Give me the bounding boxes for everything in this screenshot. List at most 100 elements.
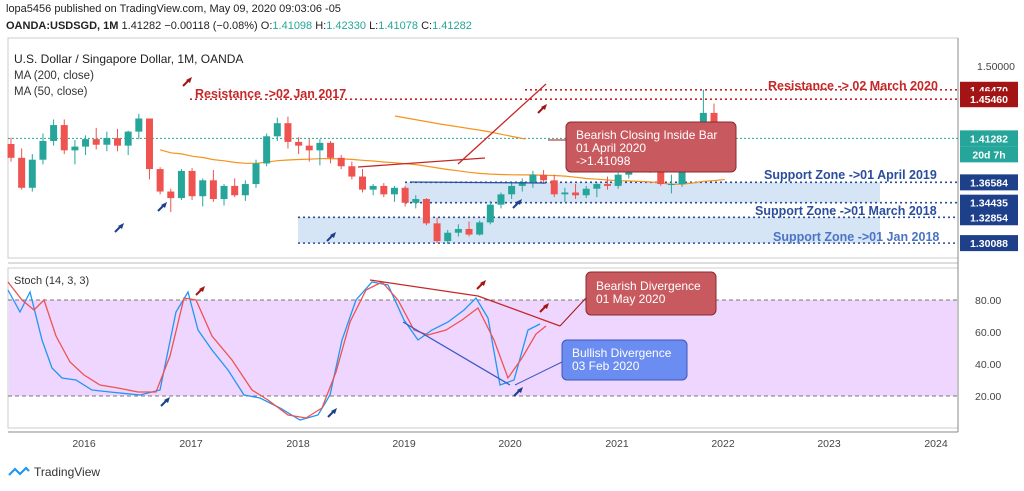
symbol-name: OANDA:USDSGD, 1M [6,20,119,32]
callout-bearish-inside-bar-text: 01 April 2020 [576,141,646,155]
time-tick: 2017 [179,438,203,450]
candle-body [39,140,47,160]
support-jan-2018-label: Support Zone ->01 Jan 2018 [773,230,939,244]
support-march-2018-label: Support Zone ->01 March 2018 [755,204,937,218]
trendline-blue [409,181,547,184]
candle-body [465,228,473,235]
close-label: C: [421,20,433,32]
resistance-2020-label: Resistance -> 02 March 2020 [768,79,938,93]
candle-body [497,194,505,205]
price-label-countdown-bg [960,146,1018,163]
callout-bullish-divergence-text: Bullish Divergence [572,346,672,360]
candle-body [337,157,345,167]
time-tick: 2021 [605,438,629,450]
candle-body [167,191,175,199]
candle-body [263,136,271,164]
candle-body [327,142,335,158]
candle-body [476,222,484,235]
stoch-marker-5-tail [327,411,334,418]
candle-body [305,145,313,151]
candle-body [603,184,611,186]
callout-bullish-divergence [561,339,688,381]
candle-body [135,118,143,132]
marker-resistance-2020-tail [537,107,544,114]
time-tick: 2019 [392,438,416,450]
price-change: −0.00118 (−0.08%) [164,20,258,32]
close-value: 1.41282 [432,20,472,32]
marker-resistance-2020 [541,104,547,110]
price-label-130088-bg [960,235,1018,252]
candle-body [433,223,441,242]
price-label-136584: 1.36584 [970,177,1008,189]
candle-body [252,163,260,185]
ma-50-line [159,149,725,185]
candle-body [284,123,292,142]
brand-name: TradingView [34,465,101,479]
marker-low-2018 [330,232,336,238]
ma-200-line [394,115,526,140]
stoch-marker-2-tail [476,283,483,290]
candle-body [7,143,15,158]
candle-body [241,184,249,196]
stoch-tick: 80.00 [975,295,1001,307]
callout-pointer-2 [559,297,587,327]
stoch-marker-2 [480,280,486,286]
indicator-label: MA (50, close) [14,86,88,98]
last-price: 1.41282 [121,20,162,32]
low-label: L: [369,20,379,32]
marker-resistance-2017 [186,77,192,83]
stoch-tick: 60.00 [975,327,1001,339]
stoch-marker-4-tail [160,400,167,407]
price-tick-1.5: 1.50000 [977,61,1015,73]
open-value: 1.41098 [272,20,313,32]
candle-body [657,170,665,185]
candle-body [444,232,452,242]
callout-bearish-inside-bar-text: Bearish Closing Inside Bar [576,128,717,142]
callout-bearish-inside-bar [565,121,737,173]
candle-body [71,146,79,151]
stoch-marker-3 [543,303,549,309]
candle-body [593,184,601,189]
stoch-overbought-oversold-band [9,300,957,396]
candle-body [145,118,153,170]
resistance-2017-label: Resistance ->02 Jan 2017 [195,87,346,101]
candle-body [156,169,164,192]
candle-body [582,188,590,196]
tradingview-logo: TradingView [8,465,100,479]
candle-body [699,112,707,129]
low-value: 1.41078 [378,20,419,32]
stoch-label: Stoch (14, 3, 3) [14,275,89,287]
support-zone-april-2019 [405,182,880,203]
candle-body [678,167,686,185]
publisher-line: lopa5456 published on TradingView.com, M… [6,3,341,15]
stoch-marker-5 [331,408,337,414]
candle-body [199,180,207,197]
candle-body [177,170,185,199]
callout-bearish-divergence-text: 01 May 2020 [596,292,666,306]
candle-body [220,185,228,200]
price-label-130088: 1.30088 [970,238,1008,250]
candle-body [92,139,100,145]
stoch-marker-1-tail [195,289,202,296]
marker-low-2020-tail [512,202,519,209]
candle-body [486,204,494,223]
candle-body [28,159,36,188]
stoch-k-line [7,281,541,421]
candle-body [18,157,26,188]
support-zone-jan-2018 [298,217,880,244]
time-tick: 2018 [286,438,310,450]
price-label-countdown: 20d 7h [972,149,1005,161]
stoch-bearish-divergence-line-2 [477,295,561,327]
tradingview-wave-icon [8,466,30,476]
price-label-last: 1.41282 [970,133,1008,145]
candle-body [50,125,58,141]
trendline-red-2 [457,83,547,165]
price-label-145460-bg [960,91,1018,108]
time-tick: 2022 [711,438,735,450]
time-tick: 2024 [924,438,948,450]
candle-body [316,142,324,151]
candle-body [369,185,377,190]
candle-body [390,187,398,195]
candle-body [401,187,409,203]
